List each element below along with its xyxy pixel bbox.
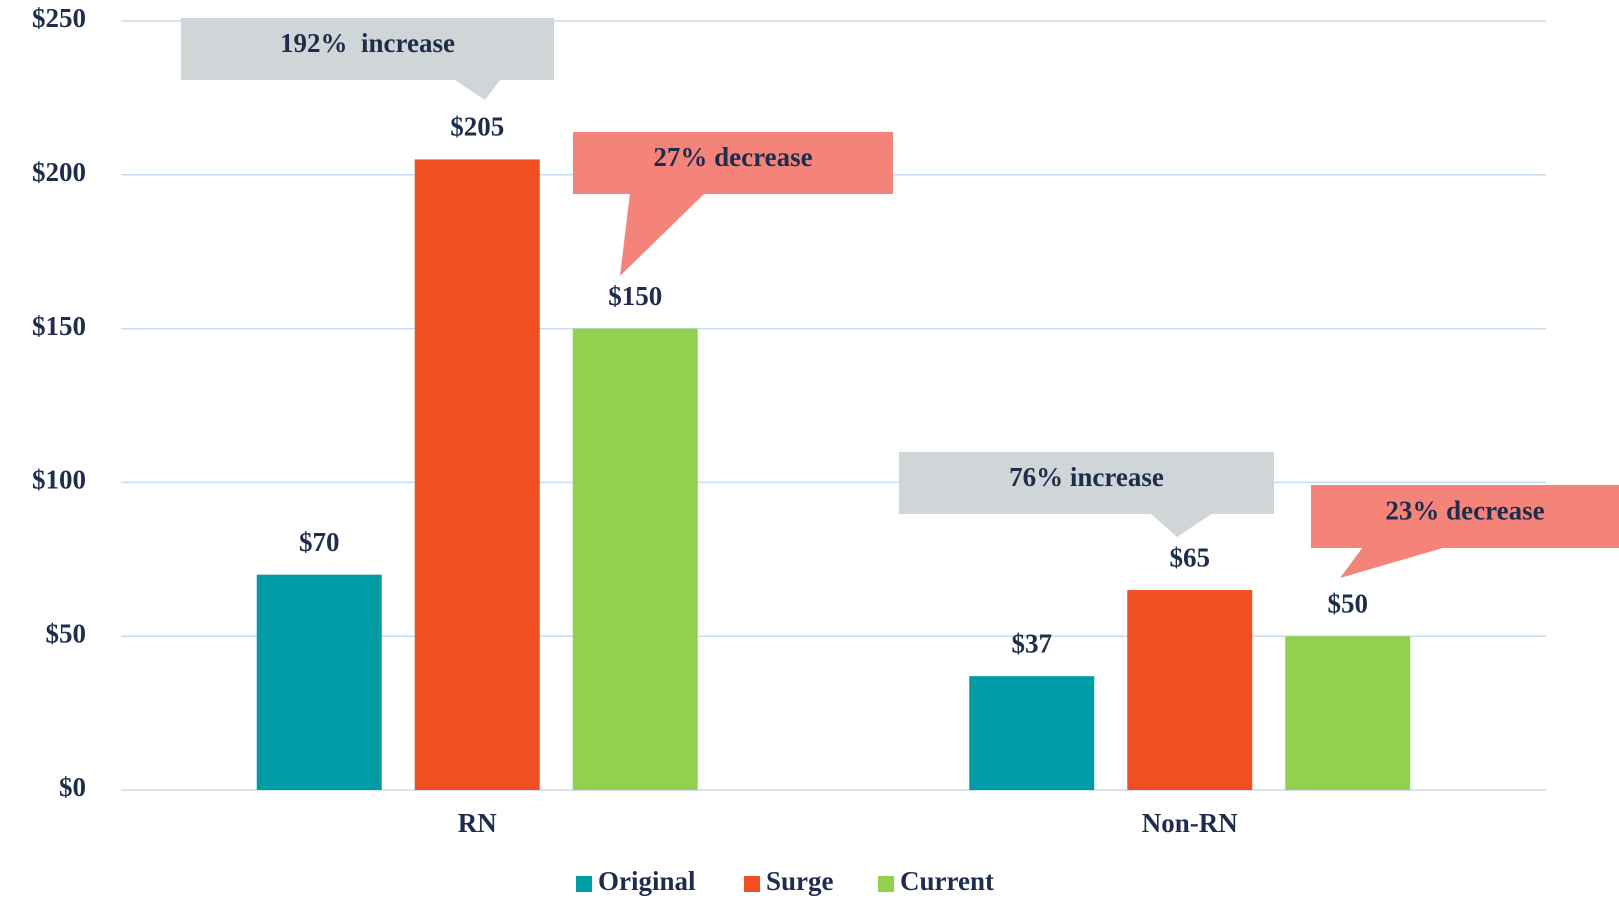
- y-tick-label: $50: [46, 618, 87, 648]
- value-label: $205: [450, 112, 504, 142]
- callout-box: [181, 18, 554, 80]
- annotation: 27% decrease: [653, 142, 812, 172]
- x-tick-label: Non-RN: [1142, 808, 1239, 838]
- y-tick-label: $150: [32, 311, 86, 341]
- annotation: 23% decrease: [1385, 496, 1544, 526]
- bar: [256, 574, 382, 790]
- bar: [1285, 636, 1411, 790]
- legend-swatch: [744, 876, 760, 892]
- callout-box: [899, 452, 1274, 514]
- bar: [969, 676, 1095, 790]
- callout-pointer: [455, 80, 500, 100]
- legend-swatch: [576, 876, 592, 892]
- bar: [414, 159, 540, 791]
- annotation: 76% increase: [1009, 462, 1164, 492]
- callout-pointer: [620, 193, 705, 276]
- bar: [1127, 590, 1253, 790]
- callout-box: [573, 132, 893, 194]
- value-label: $65: [1170, 542, 1211, 572]
- callout-box: [1311, 485, 1619, 548]
- legend-label: Surge: [766, 866, 834, 896]
- annotation: 192% increase: [280, 28, 455, 58]
- legend-swatch: [878, 876, 894, 892]
- bar: [572, 328, 698, 790]
- value-label: $70: [299, 527, 340, 557]
- x-tick-label: RN: [458, 808, 497, 838]
- y-tick-label: $100: [32, 465, 86, 495]
- legend-label: Current: [900, 866, 994, 896]
- y-tick-label: $250: [32, 3, 86, 33]
- value-label: $150: [608, 281, 662, 311]
- y-tick-label: $0: [59, 772, 86, 802]
- callout-pointer: [1150, 513, 1213, 537]
- value-label: $50: [1328, 588, 1369, 618]
- callout-pointer: [1340, 547, 1446, 578]
- value-label: $37: [1012, 628, 1053, 658]
- legend-label: Original: [598, 866, 696, 896]
- y-tick-label: $200: [32, 157, 86, 187]
